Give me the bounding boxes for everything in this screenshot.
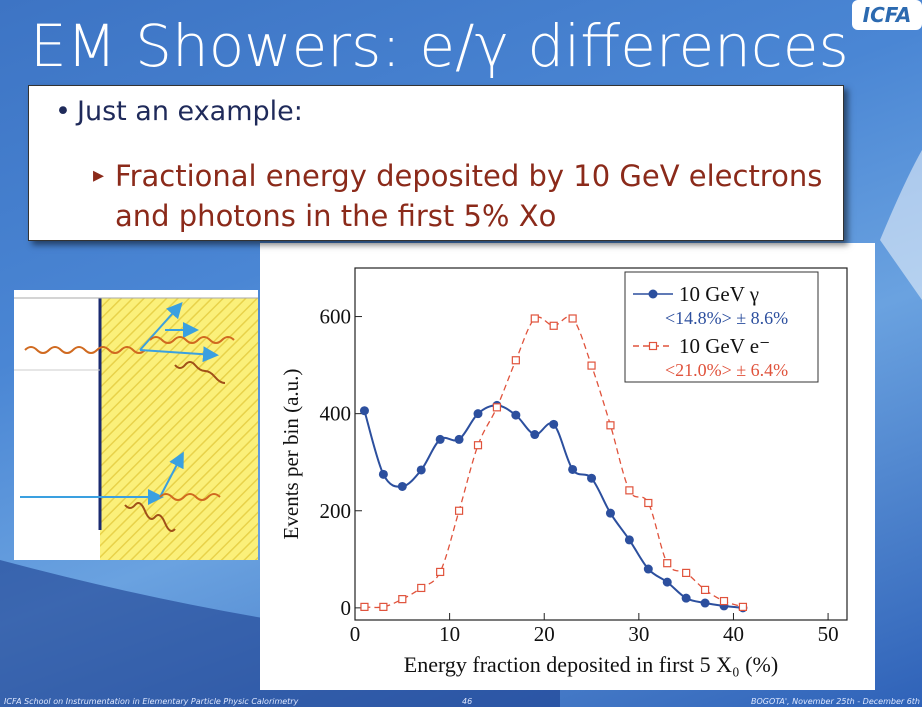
point <box>682 568 691 578</box>
point <box>511 410 521 420</box>
y-tick-label: 400 <box>320 402 352 426</box>
point <box>359 406 369 416</box>
swoosh <box>880 150 922 300</box>
point <box>663 559 672 568</box>
x-tick-label: 30 <box>628 622 649 646</box>
footer-left: ICFA School on Instrumentation in Elemen… <box>4 697 299 706</box>
point <box>473 409 483 419</box>
point <box>436 567 445 577</box>
logo: ICFA <box>863 3 912 27</box>
legend-note: <21.0%> ± 6.4% <box>665 360 788 380</box>
point <box>700 598 710 608</box>
point <box>549 419 559 429</box>
logo-bg <box>852 0 922 30</box>
point <box>587 361 596 370</box>
point <box>473 441 483 450</box>
y-tick-label: 600 <box>320 305 352 329</box>
x-tick-label: 20 <box>534 622 555 646</box>
y-tick-label: 200 <box>320 499 352 523</box>
point <box>681 593 691 603</box>
point <box>454 434 464 444</box>
y-axis-label: Events per bin (a.u.) <box>279 369 303 540</box>
point <box>625 486 634 495</box>
point <box>587 473 597 483</box>
point <box>624 535 634 545</box>
legend-label: 10 GeV e⁻ <box>679 334 770 358</box>
point <box>398 595 407 604</box>
x-tick-label: 40 <box>723 622 744 646</box>
point <box>416 465 426 475</box>
point <box>379 602 388 611</box>
point <box>378 469 388 479</box>
point <box>454 506 464 515</box>
point <box>738 602 748 611</box>
point <box>662 577 672 587</box>
point <box>719 596 729 606</box>
point <box>492 403 502 412</box>
point <box>700 585 710 594</box>
bullet: Just an example: <box>55 96 303 127</box>
shower-diagram <box>14 290 258 560</box>
point <box>648 341 658 351</box>
point <box>568 464 578 474</box>
x-tick-label: 0 <box>350 622 361 646</box>
point <box>549 321 558 330</box>
text-box: Just an example: Fractional energy depos… <box>28 85 844 241</box>
point <box>644 498 653 508</box>
x-tick-label: 10 <box>439 622 460 646</box>
point <box>397 481 407 491</box>
point <box>530 430 540 440</box>
point <box>530 314 539 323</box>
point <box>643 564 653 574</box>
point <box>606 421 615 430</box>
point <box>360 602 369 611</box>
legend-box <box>624 271 819 383</box>
point <box>648 289 658 299</box>
sub-bullet: Fractional energy deposited by 10 GeV el… <box>93 156 835 236</box>
point <box>605 508 615 518</box>
x-axis-label: Energy fraction deposited in first 5 X₀ … <box>404 652 778 677</box>
legend-note: <14.8%> ± 8.6% <box>665 308 788 328</box>
page-number: 46 <box>462 697 473 706</box>
point <box>511 356 520 365</box>
point <box>568 314 577 323</box>
plot-frame <box>354 267 848 621</box>
point <box>435 434 445 444</box>
point <box>417 583 426 593</box>
footer-right: BOGOTA', November 25th - December 6th <box>750 697 920 706</box>
y-tick-label: 0 <box>341 596 352 620</box>
slide-title: EM Showers: e/γ differences <box>30 12 849 80</box>
chart: 0 10 20 30 40 50 0 200 400 600 Energy fraction dep… <box>260 243 875 690</box>
legend-label: 10 GeV γ <box>679 282 759 306</box>
x-tick-label: 50 <box>818 622 839 646</box>
